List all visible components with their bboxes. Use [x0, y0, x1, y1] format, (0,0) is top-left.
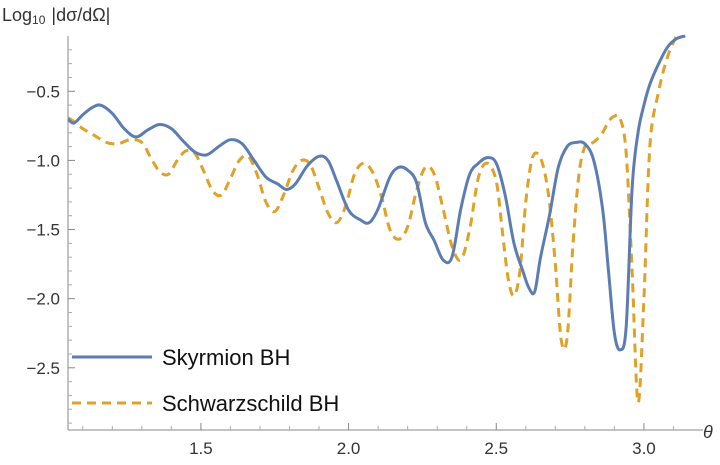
y-tick-label: −1.0 — [26, 151, 60, 170]
x-ticks: 1.5 2.0 2.5 3.0 — [189, 423, 656, 458]
y-minor-ticks — [68, 49, 72, 424]
y-tick-label: −0.5 — [26, 82, 60, 101]
x-axis-label: θ — [703, 422, 713, 442]
legend: Skyrmion BH Schwarzschild BH — [72, 345, 339, 416]
y-axis-label-subscript: 10 — [32, 13, 46, 27]
series-line-skyrmion — [68, 34, 686, 352]
x-tick-label: 3.0 — [632, 439, 656, 458]
y-axis-label: Log10 |dσ/dΩ| — [2, 5, 110, 27]
y-axis-label-quantity: |dσ/dΩ| — [51, 5, 110, 25]
axes: 1.5 2.0 2.5 3.0 −0.5 −1.0 −1.5 −2.0 −2.5 — [26, 36, 703, 458]
legend-label-schwarzschild: Schwarzschild BH — [162, 391, 339, 416]
legend-item-schwarzschild: Schwarzschild BH — [72, 391, 339, 416]
x-minor-ticks — [82, 426, 674, 430]
y-ticks: −0.5 −1.0 −1.5 −2.0 −2.5 — [26, 82, 75, 378]
y-axis-label-log: Log — [2, 5, 32, 25]
y-tick-label: −1.5 — [26, 221, 60, 240]
x-tick-label: 1.5 — [189, 439, 213, 458]
legend-item-skyrmion: Skyrmion BH — [72, 345, 290, 370]
series-layer — [68, 34, 686, 404]
y-tick-label: −2.0 — [26, 290, 60, 309]
x-tick-label: 2.0 — [337, 439, 361, 458]
x-tick-label: 2.5 — [484, 439, 508, 458]
legend-label-skyrmion: Skyrmion BH — [162, 345, 290, 370]
y-tick-label: −2.5 — [26, 359, 60, 378]
